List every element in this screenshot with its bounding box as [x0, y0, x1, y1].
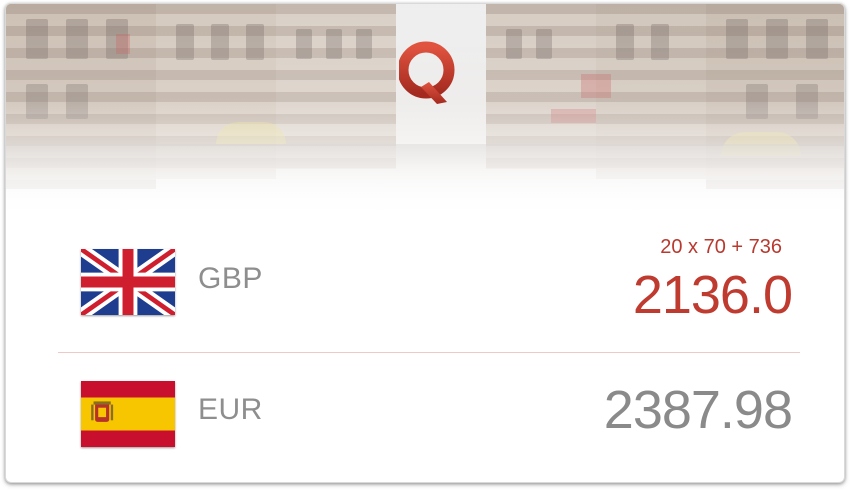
currency-row-gbp[interactable]: GBP 20 x 70 + 736 2136.0: [6, 224, 844, 349]
app-logo-icon: [399, 41, 455, 104]
currency-code: GBP: [198, 262, 263, 295]
spain-flag-icon: [81, 381, 175, 447]
currency-code: EUR: [198, 393, 263, 426]
uk-flag-icon: [81, 249, 175, 315]
currency-amount[interactable]: 2387.98: [603, 380, 793, 440]
currency-amount[interactable]: 2136.0: [632, 265, 793, 325]
row-divider: [58, 352, 800, 353]
header-photo: [6, 4, 844, 219]
calculation-expression: 20 x 70 + 736: [660, 236, 782, 258]
currency-row-eur[interactable]: EUR 2387.98: [6, 359, 844, 479]
converter-card: GBP 20 x 70 + 736 2136.0 EUR 2387.98: [5, 3, 845, 483]
